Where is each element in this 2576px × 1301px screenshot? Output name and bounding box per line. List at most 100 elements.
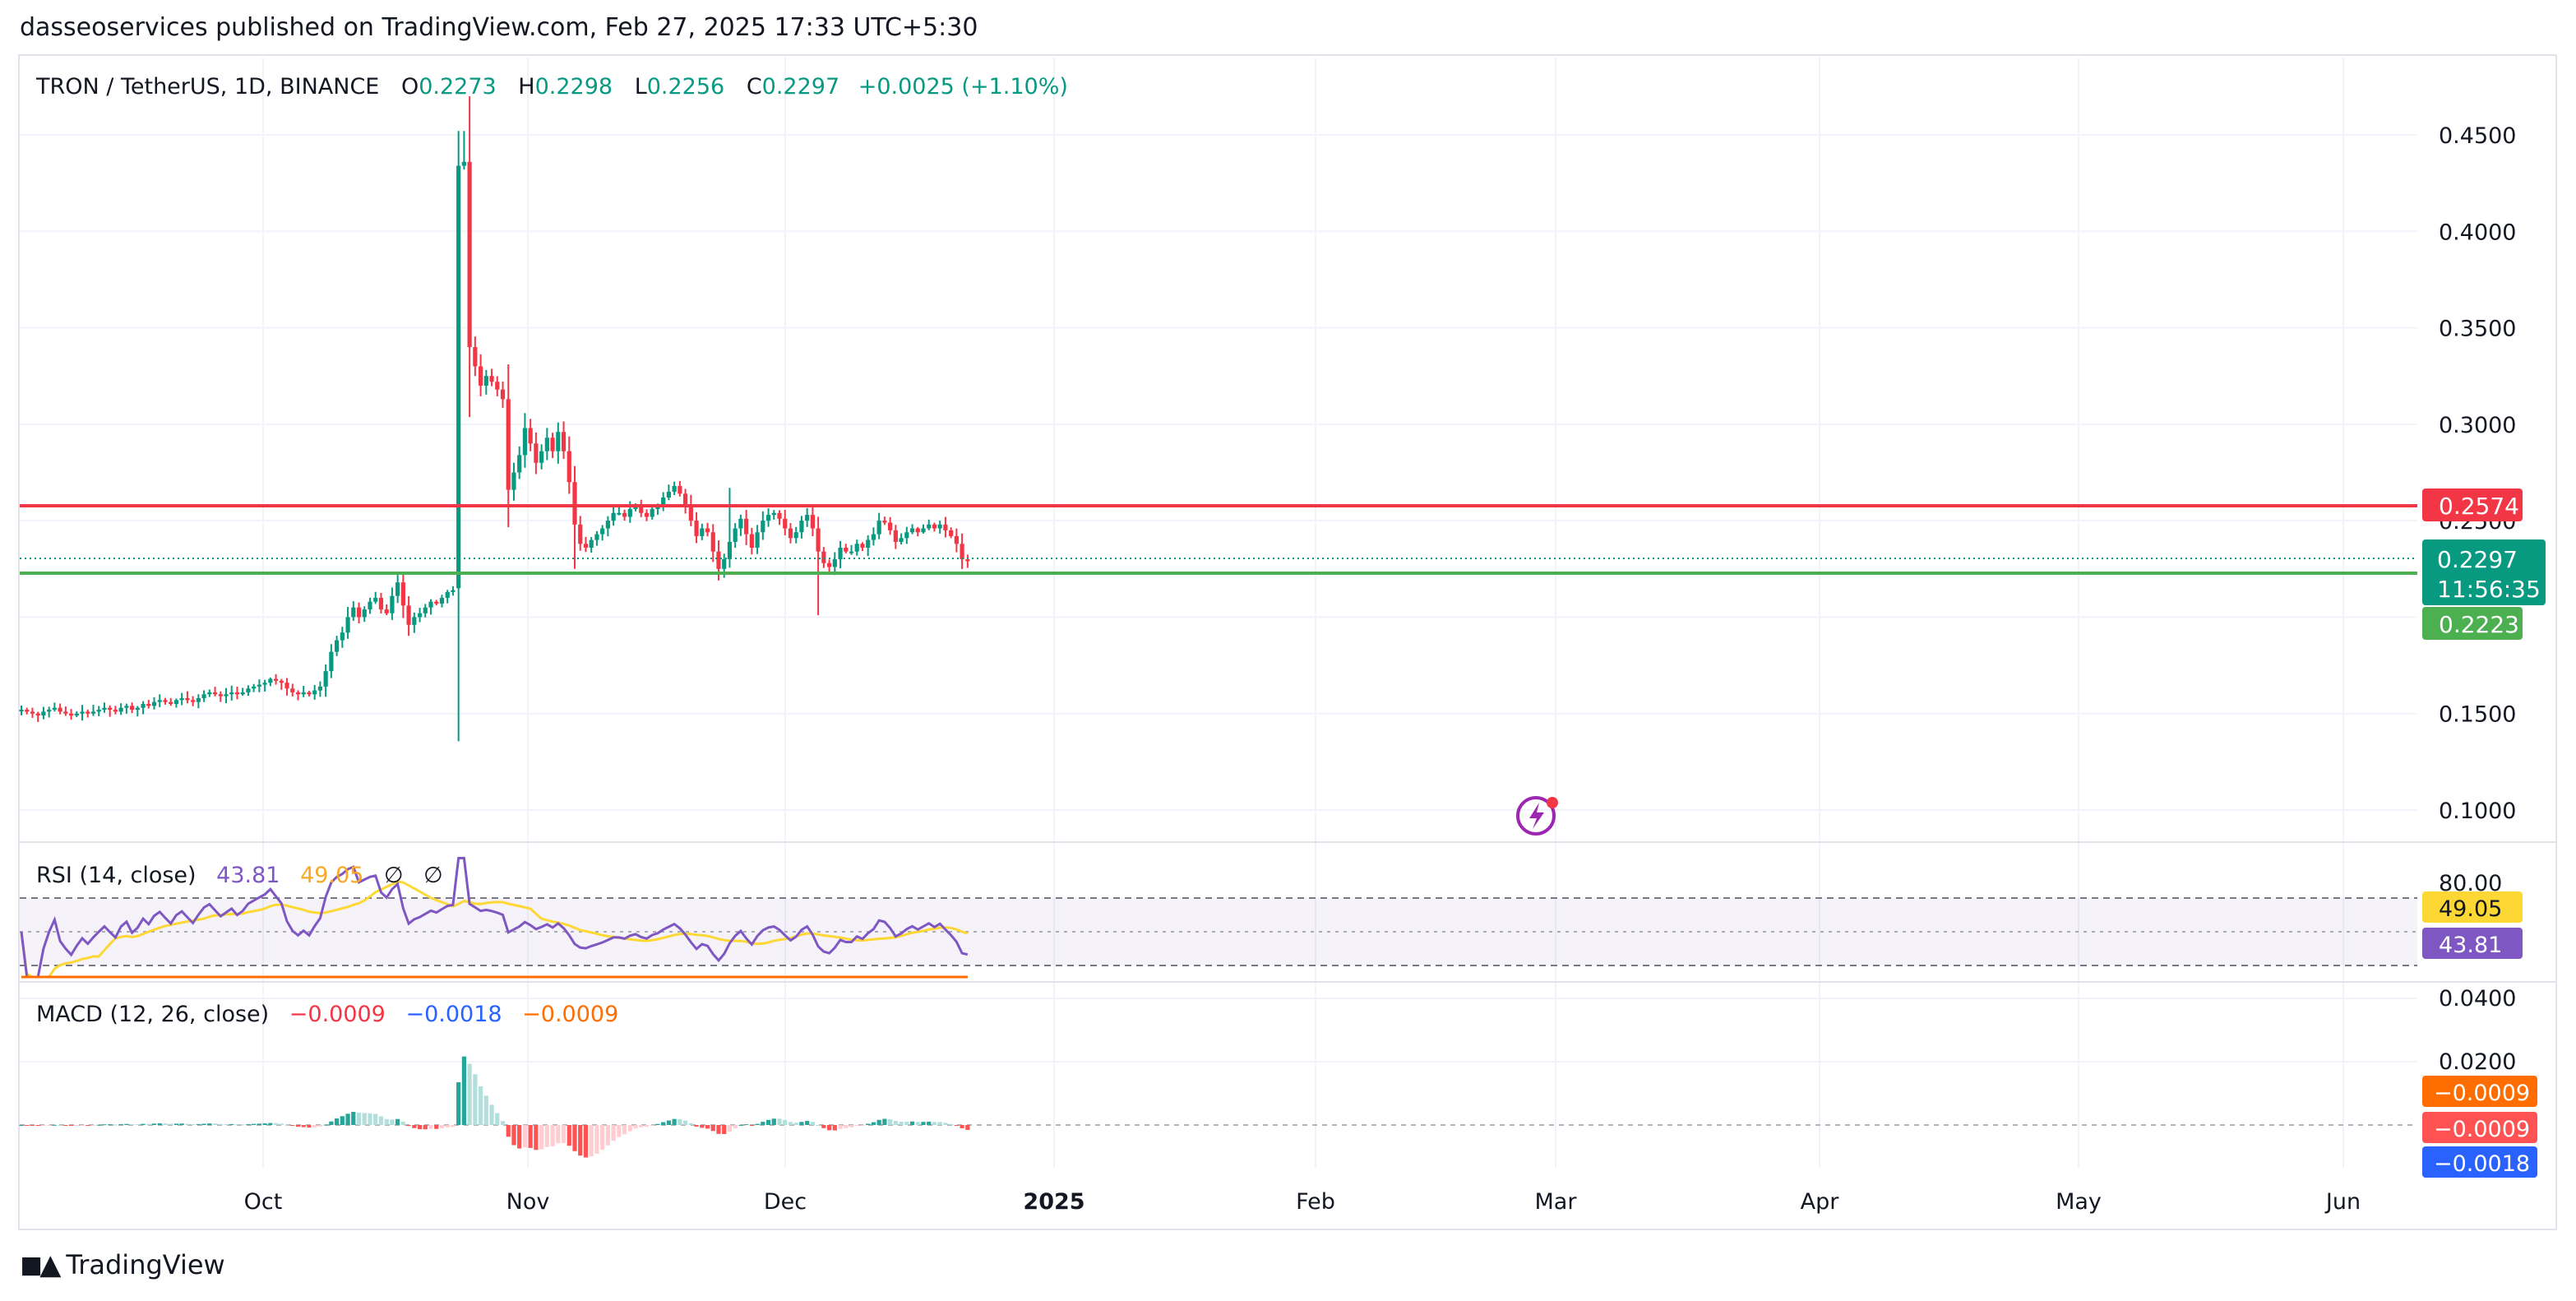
candle[interactable] bbox=[284, 678, 289, 696]
candle[interactable] bbox=[30, 707, 35, 718]
candle[interactable] bbox=[74, 711, 79, 718]
candle[interactable] bbox=[506, 363, 511, 528]
candle[interactable] bbox=[257, 679, 261, 692]
candle[interactable] bbox=[295, 690, 301, 701]
candle[interactable] bbox=[866, 535, 871, 557]
candle[interactable] bbox=[556, 422, 561, 464]
candle[interactable] bbox=[35, 711, 40, 722]
candle[interactable] bbox=[666, 484, 672, 501]
candle[interactable] bbox=[954, 528, 959, 553]
candle[interactable] bbox=[201, 690, 206, 702]
candle[interactable] bbox=[844, 544, 849, 553]
candle[interactable] bbox=[163, 697, 168, 705]
candle[interactable] bbox=[793, 526, 798, 544]
candle[interactable] bbox=[151, 697, 157, 710]
candle[interactable] bbox=[113, 706, 118, 715]
candle[interactable] bbox=[317, 681, 323, 697]
candle[interactable] bbox=[921, 524, 926, 534]
candle[interactable] bbox=[212, 687, 218, 697]
candle[interactable] bbox=[141, 701, 146, 715]
candle[interactable] bbox=[821, 547, 826, 568]
candle[interactable] bbox=[47, 706, 52, 718]
candle[interactable] bbox=[816, 516, 821, 616]
candle[interactable] bbox=[417, 608, 423, 623]
candle[interactable] bbox=[340, 627, 345, 648]
candle[interactable] bbox=[434, 600, 439, 606]
candle[interactable] bbox=[771, 510, 776, 520]
candle[interactable] bbox=[611, 507, 616, 526]
candle[interactable] bbox=[500, 381, 506, 408]
candle[interactable] bbox=[550, 433, 555, 459]
candle[interactable] bbox=[788, 523, 793, 544]
candle[interactable] bbox=[810, 507, 815, 536]
candle[interactable] bbox=[826, 559, 832, 574]
candle[interactable] bbox=[356, 602, 362, 623]
candle[interactable] bbox=[904, 526, 909, 544]
candle[interactable] bbox=[600, 525, 605, 541]
candle[interactable] bbox=[915, 526, 920, 537]
candle[interactable] bbox=[58, 703, 62, 715]
rsi-line[interactable] bbox=[20, 856, 969, 979]
candle[interactable] bbox=[489, 368, 494, 387]
candle[interactable] bbox=[483, 369, 488, 395]
candle[interactable] bbox=[207, 689, 212, 697]
rsi-ma-line[interactable] bbox=[20, 880, 969, 979]
candle[interactable] bbox=[307, 691, 312, 697]
candle[interactable] bbox=[279, 678, 284, 690]
candle[interactable] bbox=[224, 688, 229, 704]
candle[interactable] bbox=[583, 536, 589, 553]
candle[interactable] bbox=[179, 692, 184, 706]
candle[interactable] bbox=[932, 522, 937, 532]
candle[interactable] bbox=[683, 488, 688, 514]
candle[interactable] bbox=[694, 512, 699, 544]
candle[interactable] bbox=[428, 599, 433, 615]
candle[interactable] bbox=[395, 575, 400, 604]
candle[interactable] bbox=[456, 131, 461, 742]
candle[interactable] bbox=[572, 465, 577, 569]
candle[interactable] bbox=[400, 574, 405, 618]
candle[interactable] bbox=[262, 679, 267, 692]
candle[interactable] bbox=[273, 674, 279, 685]
candle[interactable] bbox=[19, 705, 24, 715]
candle[interactable] bbox=[102, 702, 107, 713]
candle[interactable] bbox=[439, 595, 445, 608]
candle[interactable] bbox=[229, 685, 234, 701]
candle[interactable] bbox=[927, 519, 932, 530]
candle[interactable] bbox=[605, 516, 610, 537]
candle[interactable] bbox=[445, 590, 450, 604]
candle[interactable] bbox=[860, 542, 865, 552]
candle[interactable] bbox=[423, 604, 428, 618]
candle[interactable] bbox=[335, 636, 340, 656]
candle[interactable] bbox=[473, 336, 478, 377]
candle[interactable] bbox=[578, 516, 583, 551]
candle[interactable] bbox=[522, 413, 528, 468]
candle[interactable] bbox=[368, 597, 372, 614]
candle[interactable] bbox=[761, 511, 765, 540]
candle[interactable] bbox=[561, 421, 567, 459]
candle[interactable] bbox=[899, 533, 904, 545]
candle[interactable] bbox=[467, 96, 472, 418]
candle[interactable] bbox=[378, 592, 384, 613]
candle[interactable] bbox=[63, 706, 68, 716]
candle[interactable] bbox=[86, 709, 90, 718]
candle[interactable] bbox=[783, 509, 788, 535]
candle[interactable] bbox=[799, 516, 804, 539]
candle[interactable] bbox=[268, 677, 273, 687]
candle[interactable] bbox=[544, 428, 549, 461]
candle[interactable] bbox=[96, 706, 101, 716]
footer-brand[interactable]: ◼▲ TradingView bbox=[20, 1248, 225, 1281]
candle[interactable] bbox=[528, 419, 533, 451]
candle[interactable] bbox=[755, 525, 760, 554]
candle[interactable] bbox=[876, 512, 881, 539]
candle[interactable] bbox=[937, 521, 942, 534]
candle[interactable] bbox=[146, 700, 151, 709]
candle[interactable] bbox=[882, 516, 887, 525]
candle[interactable] bbox=[594, 530, 599, 546]
candle[interactable] bbox=[805, 507, 810, 527]
candle[interactable] bbox=[240, 688, 245, 697]
candle[interactable] bbox=[384, 604, 389, 615]
candle[interactable] bbox=[173, 698, 179, 708]
candle[interactable] bbox=[705, 522, 710, 537]
candle[interactable] bbox=[909, 524, 915, 535]
